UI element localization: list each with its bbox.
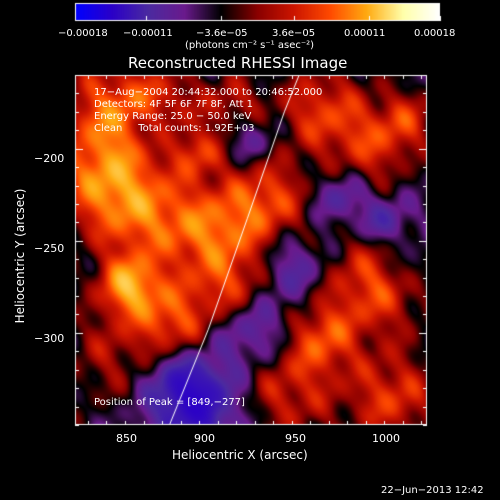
annotation-time-range: 17−Aug−2004 20:44:32.000 to 20:46:52.000 (94, 87, 323, 98)
colorbar-tick-6: 0.00018 (414, 28, 456, 39)
x-tick-label-3: 950 (285, 432, 306, 445)
colorbar-tick-1: −0.00018 (58, 28, 108, 39)
colorbar-tick-2: −0.00011 (123, 28, 173, 39)
annotation-energy-range: Energy Range: 25.0 − 50.0 keV (94, 111, 252, 122)
annotation-clean-counts: Clean Total counts: 1.92E+03 (94, 123, 255, 134)
x-axis-label: Heliocentric X (arcsec) (172, 448, 308, 462)
colorbar-tick-4: 3.6e−05 (272, 28, 316, 39)
chart-title: Reconstructed RHESSI Image (128, 54, 348, 72)
y-axis-label: Heliocentric Y (arcsec) (13, 188, 27, 324)
colorbar-tick-3: −3.6e−05 (196, 28, 248, 39)
y-tick-label-2: −250 (34, 242, 65, 255)
timestamp: 22−Jun−2013 12:42 (381, 485, 484, 496)
y-tick-label-3: −300 (34, 332, 65, 345)
y-tick-label-1: −200 (34, 152, 65, 165)
annotation-detectors: Detectors: 4F 5F 6F 7F 8F, Att 1 (94, 99, 254, 110)
x-tick-label-2: 900 (194, 432, 215, 445)
x-tick-label-4: 1000 (372, 432, 400, 445)
colorbar-tick-5: 0.00011 (344, 28, 386, 39)
peak-position-label: Position of Peak = [849,−277] (94, 397, 245, 408)
x-tick-label-1: 850 (116, 432, 137, 445)
colorbar-unit-label: (photons cm⁻² s⁻¹ asec⁻²) (185, 40, 315, 51)
